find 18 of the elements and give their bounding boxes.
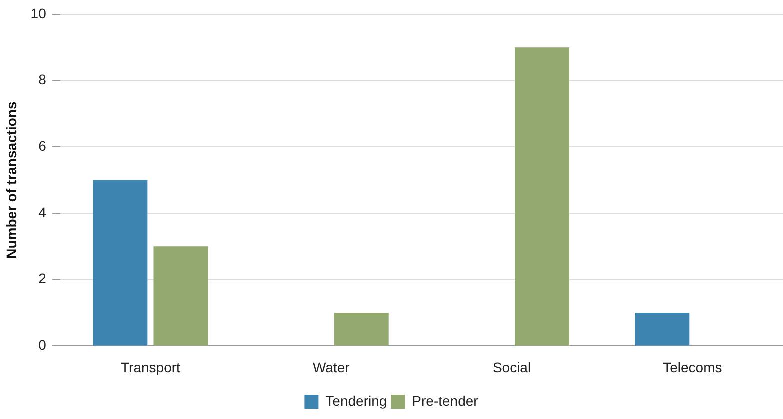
bar [93,180,148,346]
y-tick-label: 4 [38,204,47,220]
x-tick-label: Water [312,359,350,376]
x-tick-label: Telecoms [663,359,722,376]
y-tick-label: 10 [30,5,47,22]
legend-label: Tendering [326,392,388,409]
y-tick-label: 2 [38,270,47,287]
legend-label: Pre-tender [412,392,479,409]
y-tick-label: 6 [38,138,47,154]
y-tick-label: 0 [38,337,47,354]
bar [334,313,389,346]
bar [515,48,570,346]
bar [154,246,208,346]
y-tick-label: 8 [38,72,47,88]
x-tick-label: Transport [121,359,181,376]
y-axis-title: Number of transactions [3,102,20,259]
x-tick-label: Social [492,359,532,376]
bar [635,313,690,346]
